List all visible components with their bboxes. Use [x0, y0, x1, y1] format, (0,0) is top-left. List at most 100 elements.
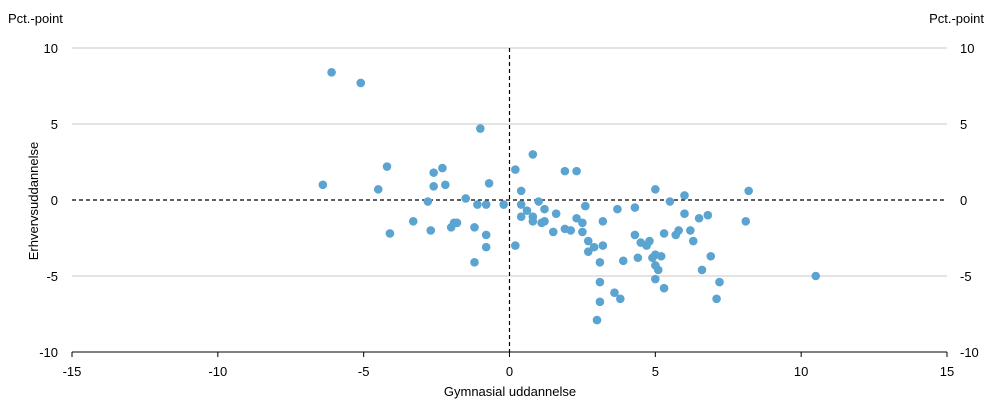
y-tick-label-left: -5	[46, 269, 58, 284]
y-tick-label-left: 0	[51, 193, 58, 208]
data-point	[470, 223, 479, 232]
data-point	[645, 236, 654, 246]
data-point	[473, 200, 482, 209]
data-point	[548, 227, 558, 237]
data-point	[583, 236, 593, 246]
data-point	[429, 182, 438, 191]
data-point	[598, 216, 608, 226]
data-point	[481, 200, 491, 209]
data-point	[630, 230, 640, 240]
x-tick-label: 10	[794, 364, 808, 379]
x-tick-label: 0	[506, 364, 513, 379]
data-point	[616, 294, 625, 304]
data-point	[426, 226, 436, 235]
data-point	[674, 226, 683, 235]
data-point	[540, 204, 549, 214]
data-point	[499, 200, 508, 209]
data-point	[578, 227, 587, 237]
data-point	[511, 241, 520, 250]
data-point	[686, 226, 695, 235]
x-axis-title: Gymnasial uddannelse	[444, 384, 576, 399]
data-point	[618, 256, 628, 266]
data-point	[613, 204, 622, 214]
data-point	[484, 178, 494, 188]
data-point	[656, 251, 666, 261]
y-tick-label-right: 5	[960, 117, 967, 132]
data-point	[651, 274, 660, 284]
data-point	[540, 216, 549, 226]
data-point	[598, 241, 608, 250]
y-axis-title: Erhvervsuddannelse	[26, 142, 41, 261]
x-tick-labels: -15 -10 -5 0 5 10 15	[63, 364, 955, 379]
x-tick-label: -10	[208, 364, 227, 379]
data-point	[534, 197, 543, 206]
data-point	[595, 297, 605, 307]
data-point	[481, 242, 491, 252]
data-point	[356, 78, 366, 88]
data-points	[318, 68, 821, 325]
left-unit-label: Pct.-point	[8, 11, 63, 26]
y-tick-label-left: 10	[44, 41, 58, 56]
y-tick-label-left: 5	[51, 117, 58, 132]
y-tick-labels-left: -10 -5 0 5 10	[39, 41, 58, 360]
x-tick-label: -5	[358, 364, 370, 379]
data-point	[516, 212, 526, 222]
data-point	[633, 253, 643, 263]
data-point	[651, 185, 660, 194]
data-point	[583, 247, 593, 256]
reference-lines	[72, 48, 947, 352]
data-point	[481, 230, 491, 240]
data-point	[715, 277, 724, 287]
data-point	[438, 163, 447, 173]
data-point	[688, 236, 698, 246]
data-point	[665, 197, 675, 206]
data-point	[572, 213, 581, 223]
data-point	[703, 210, 713, 220]
data-point	[382, 162, 392, 171]
data-point	[697, 265, 707, 275]
data-point	[595, 258, 605, 267]
data-point	[653, 265, 663, 275]
data-point	[589, 242, 599, 252]
data-point	[680, 209, 689, 218]
data-point	[680, 191, 689, 200]
data-point	[385, 229, 395, 238]
data-point	[659, 229, 669, 238]
y-tick-label-right: 10	[960, 41, 974, 56]
data-point	[522, 206, 532, 215]
data-point	[581, 201, 590, 211]
data-point	[373, 185, 383, 194]
data-point	[476, 124, 485, 133]
data-point	[408, 216, 418, 226]
data-point	[318, 180, 328, 190]
y-tick-labels-right: -10 -5 0 5 10	[960, 41, 979, 360]
data-point	[551, 209, 561, 218]
data-point	[528, 150, 538, 159]
y-tick-label-left: -10	[39, 345, 58, 360]
right-unit-label: Pct.-point	[929, 11, 984, 26]
data-point	[572, 166, 581, 176]
data-point	[452, 218, 462, 228]
y-tick-label-right: -10	[960, 345, 979, 360]
data-point	[327, 68, 336, 77]
x-tick-label: -15	[63, 364, 82, 379]
x-tick-label: 5	[652, 364, 659, 379]
data-point	[528, 216, 538, 226]
data-point	[659, 283, 669, 293]
data-point	[441, 180, 450, 190]
data-point	[578, 218, 587, 228]
data-point	[566, 226, 576, 235]
data-point	[741, 216, 751, 226]
data-point	[630, 203, 640, 212]
data-point	[429, 168, 438, 177]
data-point	[470, 258, 479, 267]
data-point	[706, 251, 716, 261]
data-point	[610, 288, 619, 298]
data-point	[694, 213, 704, 223]
data-point	[516, 200, 526, 209]
data-point	[811, 271, 821, 281]
y-tick-label-right: -5	[960, 269, 972, 284]
data-point	[744, 186, 753, 196]
data-point	[712, 294, 721, 304]
